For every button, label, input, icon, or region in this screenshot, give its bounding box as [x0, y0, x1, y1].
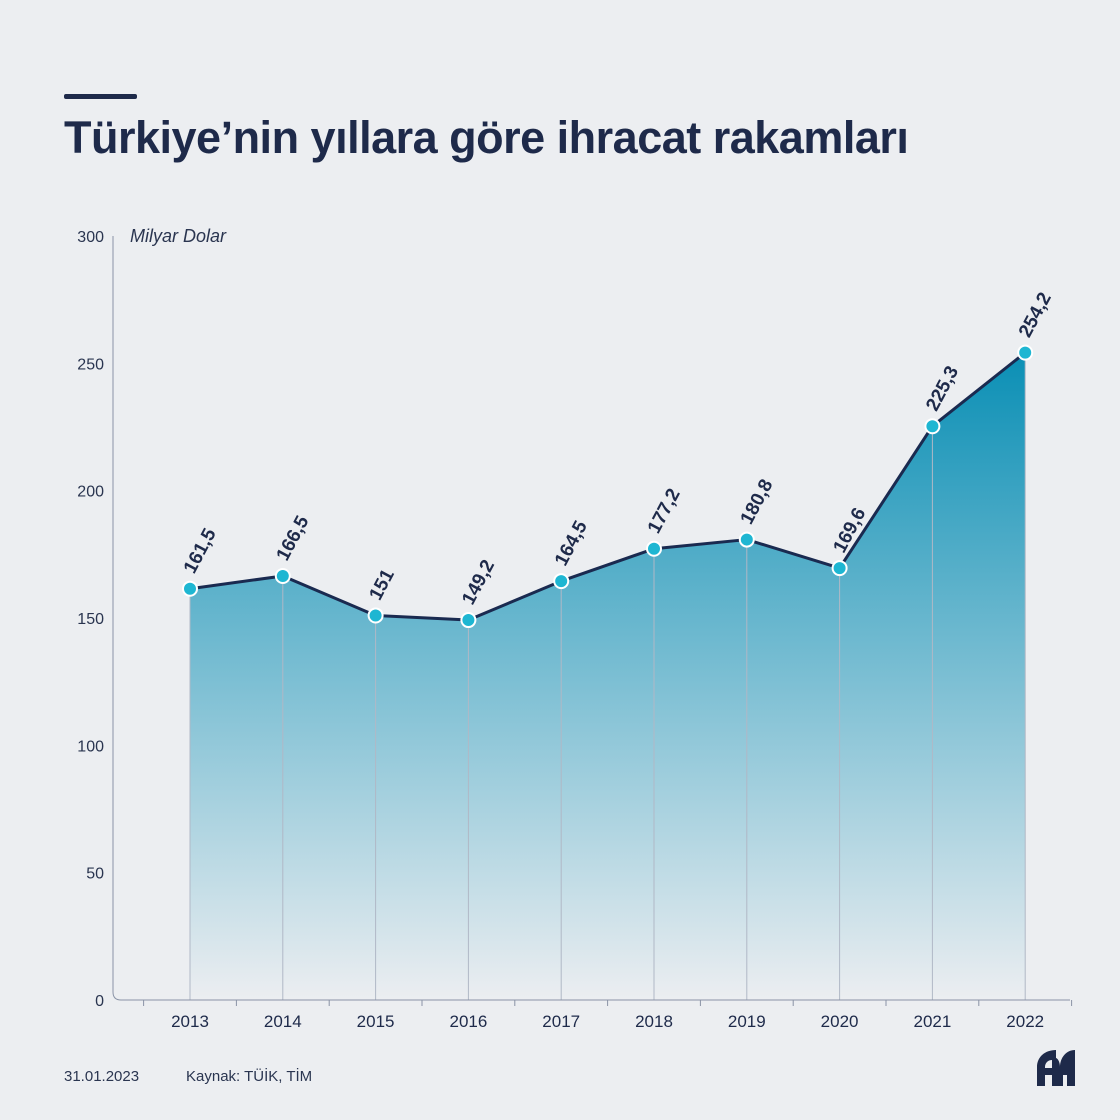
y-unit-label: Milyar Dolar: [130, 226, 227, 246]
data-point-2018: [646, 540, 662, 557]
data-label-2013: 161,5: [180, 525, 221, 577]
x-tick-label-2013: 2013: [171, 1012, 209, 1031]
data-point-2014: [274, 567, 291, 584]
area-fill: [190, 352, 1026, 1000]
data-label-2019: 180,8: [737, 476, 778, 528]
y-tick-label-0: 0: [95, 993, 104, 1010]
data-label-2015: 151: [365, 566, 399, 604]
data-label-2016: 149,2: [458, 557, 499, 609]
data-point-2021: [924, 418, 941, 435]
y-tick-label-100: 100: [77, 738, 104, 755]
x-tick-label-2019: 2019: [728, 1012, 766, 1031]
y-tick-label-200: 200: [77, 484, 104, 501]
footer-source: Kaynak: TÜİK, TİM: [186, 1068, 313, 1085]
chart-title: Türkiye’nin yıllara göre ihracat rakamla…: [64, 112, 909, 163]
data-point-2013: [182, 580, 198, 597]
y-tick-label-150: 150: [77, 611, 104, 628]
series-line: [189, 351, 1027, 622]
x-tick-label-2015: 2015: [357, 1012, 395, 1031]
data-point-2022: [1017, 344, 1034, 361]
axes-line: [112, 236, 1070, 1001]
data-label-2018: 177,2: [644, 485, 685, 537]
x-tick-label-2014: 2014: [264, 1012, 302, 1031]
footer-date: 31.01.2023: [64, 1068, 140, 1085]
title-accent-bar: [64, 94, 137, 99]
data-point-2020: [831, 560, 848, 577]
y-tick-label-250: 250: [77, 356, 104, 373]
y-tick-label-300: 300: [77, 229, 104, 246]
data-label-2022: 254,2: [1015, 289, 1056, 341]
x-tick-label-2020: 2020: [821, 1012, 859, 1031]
x-tick-label-2016: 2016: [449, 1012, 487, 1031]
y-tick-label-50: 50: [86, 866, 104, 883]
data-point-2016: [460, 612, 477, 629]
data-label-2014: 166,5: [273, 512, 314, 564]
x-tick-label-2017: 2017: [542, 1012, 580, 1031]
aa-logo-icon: [1037, 1050, 1075, 1086]
x-tick-label-2018: 2018: [635, 1012, 673, 1031]
data-label-2017: 164,5: [551, 517, 592, 569]
x-tick-label-2022: 2022: [1006, 1012, 1044, 1031]
data-point-2015: [367, 607, 384, 624]
x-tick-label-2021: 2021: [913, 1012, 951, 1031]
data-point-2017: [553, 573, 570, 590]
data-point-2019: [738, 531, 755, 548]
